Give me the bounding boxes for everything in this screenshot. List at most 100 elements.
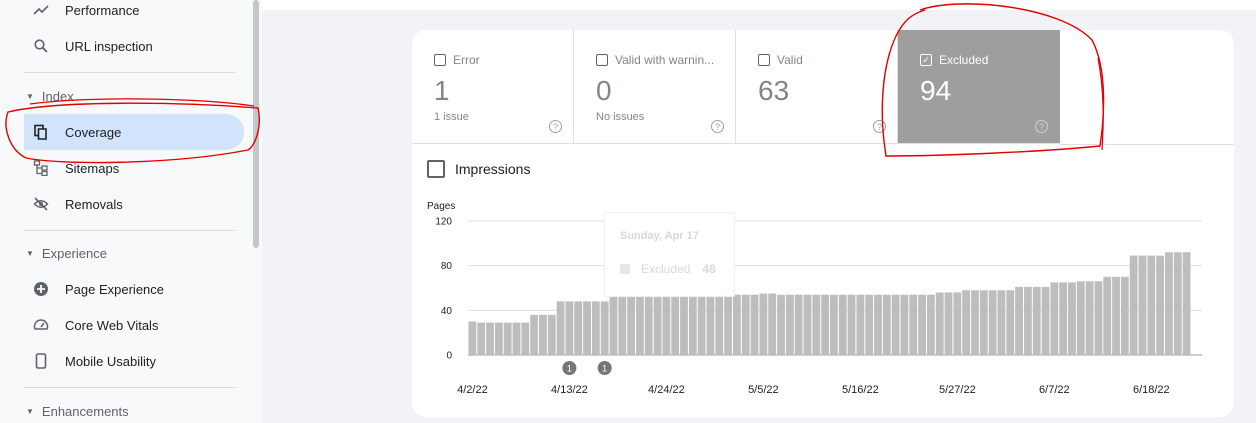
bar [1094, 281, 1103, 355]
checkbox-valid-with-warnings[interactable] [596, 54, 608, 66]
bar [1032, 286, 1041, 355]
bar [1138, 255, 1147, 355]
phone-icon [32, 352, 50, 370]
bar [583, 301, 591, 355]
section-label: Experience [41, 245, 107, 261]
bar [539, 314, 547, 355]
bar [1006, 290, 1015, 355]
bar [1059, 282, 1068, 355]
y-tick-label: 0 [446, 351, 452, 362]
bar [847, 294, 856, 355]
sidebar-item-removals[interactable]: Removals [24, 186, 244, 222]
coverage-panel: Error 1 1 issue ? Valid with warnin... 0… [412, 30, 1234, 417]
tooltip-value: 48 [702, 262, 716, 276]
bar [830, 294, 838, 355]
search-icon [32, 37, 50, 55]
bar [494, 322, 503, 355]
impressions-label: Impressions [455, 161, 531, 177]
sidebar-scrollbar[interactable] [253, 0, 259, 248]
sidebar-item-sitemaps[interactable]: Sitemaps [24, 150, 244, 186]
sitemap-icon [32, 159, 50, 177]
annotation-marker [562, 361, 577, 375]
bar [794, 294, 803, 355]
tile-error[interactable]: Error 1 1 issue ? [412, 30, 574, 144]
bar [1050, 282, 1059, 355]
y-tick-label: 40 [441, 306, 453, 317]
bar [935, 292, 944, 355]
bar [503, 322, 512, 355]
tile-label: Valid [777, 53, 803, 67]
impressions-checkbox[interactable] [427, 160, 445, 178]
bar [944, 292, 953, 355]
bar [1182, 252, 1191, 355]
bar [688, 296, 697, 355]
bar [618, 296, 627, 355]
bar [741, 294, 750, 355]
bar [821, 294, 829, 355]
bar [565, 301, 574, 355]
bar [1112, 276, 1120, 355]
bar [1085, 281, 1094, 355]
bar [521, 322, 530, 355]
checkbox-error[interactable] [434, 54, 446, 66]
tile-sub: No issues [596, 111, 645, 123]
x-tick-label: 4/24/22 [648, 384, 685, 396]
coverage-chart[interactable]: 0 40 80 120 4/2/22 4/13/22 4/24/22 5/5/22 5/16/2… [412, 30, 1234, 417]
plus-circle-icon [32, 280, 50, 298]
bar [486, 322, 494, 355]
tile-valid-with-warnings[interactable]: Valid with warnin... 0 No issues ? [574, 30, 736, 144]
caret-down-icon: ▼ [26, 91, 34, 101]
speedometer-icon [32, 316, 50, 334]
checkbox-valid[interactable] [758, 54, 770, 66]
bar [733, 294, 741, 355]
sidebar-item-label: Performance [65, 2, 140, 18]
sidebar-item-coverage[interactable]: Coverage [24, 114, 244, 150]
annotation-marker-label: 1 [602, 364, 607, 374]
bar [891, 294, 900, 355]
sidebar-item-label: Mobile Usability [65, 353, 157, 369]
bar [671, 296, 680, 355]
bar [979, 290, 988, 355]
help-icon[interactable]: ? [711, 120, 724, 133]
tooltip-swatch [620, 264, 630, 274]
caret-down-icon: ▼ [26, 406, 34, 416]
sidebar-item-label: Coverage [65, 124, 122, 140]
bar [653, 296, 662, 355]
sidebar-item-mobile-usability[interactable]: Mobile Usability [24, 343, 244, 379]
bar [962, 290, 971, 355]
section-enhancements[interactable]: ▼ Enhancements [26, 401, 129, 421]
bar [600, 301, 609, 355]
bar [785, 294, 794, 355]
section-label: Index [41, 88, 74, 104]
bar [530, 314, 539, 355]
bar [759, 293, 768, 355]
section-index[interactable]: ▼ Index [26, 86, 74, 106]
sidebar-item-core-web-vitals[interactable]: Core Web Vitals [24, 307, 244, 343]
tile-valid[interactable]: Valid 63 ? [736, 30, 898, 144]
eye-off-icon [32, 195, 50, 213]
bar [777, 294, 785, 355]
sidebar-divider [24, 387, 235, 388]
sidebar-item-page-experience[interactable]: Page Experience [24, 271, 244, 307]
bar [1129, 255, 1138, 355]
sidebar-item-label: URL inspection [65, 38, 153, 54]
sidebar-divider [24, 72, 235, 73]
sidebar-item-url-inspection[interactable]: URL inspection [24, 28, 244, 64]
tile-value: 63 [758, 75, 790, 106]
help-icon[interactable]: ? [549, 120, 562, 133]
impressions-toggle[interactable]: Impressions [427, 160, 530, 178]
annotation-marker-label: 1 [567, 364, 572, 374]
tile-label: Error [453, 53, 480, 67]
bar [1147, 255, 1156, 355]
bar [865, 294, 874, 355]
sidebar-item-performance[interactable]: Performance [24, 0, 244, 28]
y-tick-label: 80 [441, 261, 453, 272]
bar [547, 314, 556, 355]
bar [1015, 286, 1023, 355]
bar [1165, 252, 1173, 355]
bar [697, 295, 706, 355]
section-experience[interactable]: ▼ Experience [26, 243, 107, 263]
tooltip-date: Sunday, Apr 17 [620, 230, 699, 242]
chart-tooltip: Sunday, Apr 17 Excluded 48 [604, 212, 735, 297]
bar [627, 296, 636, 355]
